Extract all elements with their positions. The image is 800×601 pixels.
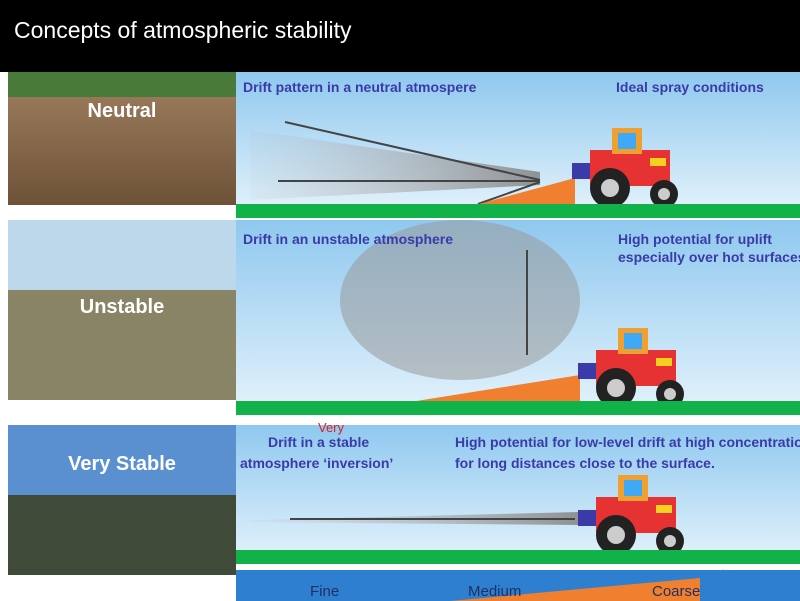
note: Ideal spray conditions — [616, 79, 764, 95]
panel-label: Very Stable — [68, 453, 176, 475]
panel-label: Unstable — [80, 296, 164, 318]
heading: Drift in a stable — [268, 434, 369, 450]
scale-label: Coarse — [652, 583, 700, 600]
heading: Drift in an unstable atmosphere — [243, 231, 453, 247]
photo — [8, 72, 236, 97]
note: High potential for low-level drift at hi… — [455, 434, 800, 450]
title: Concepts of atmospheric stability — [14, 17, 352, 43]
ground — [236, 204, 800, 218]
photo — [8, 495, 236, 575]
slide: Concepts of atmospheric stability Neutra… — [0, 0, 800, 601]
note: for long distances close to the surface. — [455, 455, 715, 471]
heading: atmosphere ‘inversion’ — [240, 455, 393, 471]
panel-label: Neutral — [88, 100, 157, 122]
scale-label: Medium — [468, 583, 521, 600]
note: High potential for uplift — [618, 231, 772, 247]
heading: Drift pattern in a neutral atmospere — [243, 79, 477, 95]
scale-label: Fine — [310, 583, 339, 600]
correction: Very — [318, 420, 345, 435]
ground — [236, 401, 800, 415]
ground — [236, 550, 800, 564]
note: especially over hot surfaces — [618, 249, 800, 265]
